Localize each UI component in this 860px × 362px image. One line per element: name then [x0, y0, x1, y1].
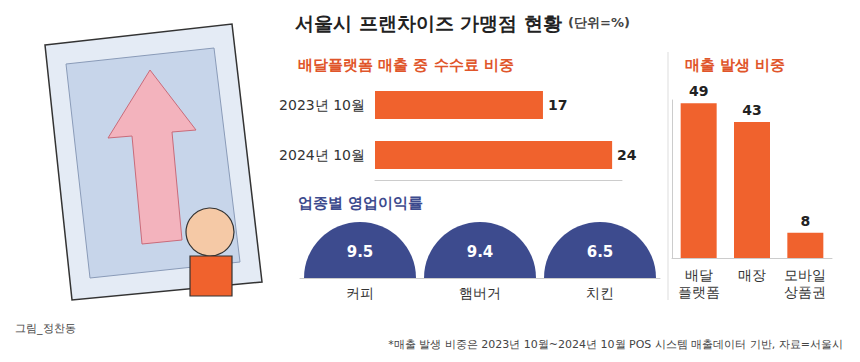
svg-text:2023년 10월: 2023년 10월 — [279, 97, 365, 113]
svg-text:치킨: 치킨 — [586, 285, 614, 301]
svg-text:배달플랫폼 매출 중 수수료 비중: 배달플랫폼 매출 중 수수료 비중 — [298, 56, 514, 74]
svg-text:그림_정찬동: 그림_정찬동 — [15, 322, 76, 335]
svg-text:모바일: 모바일 — [784, 267, 826, 283]
svg-text:상품권: 상품권 — [784, 284, 826, 300]
svg-text:플랫폼: 플랫폼 — [678, 284, 720, 300]
svg-text:9.5: 9.5 — [347, 243, 374, 261]
svg-text:24: 24 — [617, 147, 637, 163]
svg-text:매출 발생 비중: 매출 발생 비중 — [685, 56, 785, 74]
svg-text:커피: 커피 — [346, 285, 374, 301]
svg-text:(단위=%): (단위=%) — [568, 15, 630, 30]
svg-text:9.4: 9.4 — [467, 243, 494, 261]
svg-text:서울시 프랜차이즈 가맹점 현황: 서울시 프랜차이즈 가맹점 현황 — [295, 12, 562, 34]
svg-text:43: 43 — [742, 102, 761, 118]
svg-text:업종별 영업이익률: 업종별 영업이익률 — [298, 194, 423, 212]
svg-text:8: 8 — [800, 213, 810, 229]
svg-text:햄버거: 햄버거 — [459, 285, 501, 301]
svg-text:6.5: 6.5 — [587, 243, 614, 261]
svg-text:매장: 매장 — [738, 267, 766, 283]
svg-text:배달: 배달 — [685, 267, 713, 283]
svg-text:2024년 10월: 2024년 10월 — [279, 147, 365, 163]
svg-text:49: 49 — [689, 83, 708, 99]
svg-text:*매출 발생 비중은 2023년 10월~2024년 10월: *매출 발생 비중은 2023년 10월~2024년 10월 POS 시스템 매… — [388, 338, 843, 351]
svg-text:17: 17 — [548, 97, 567, 113]
